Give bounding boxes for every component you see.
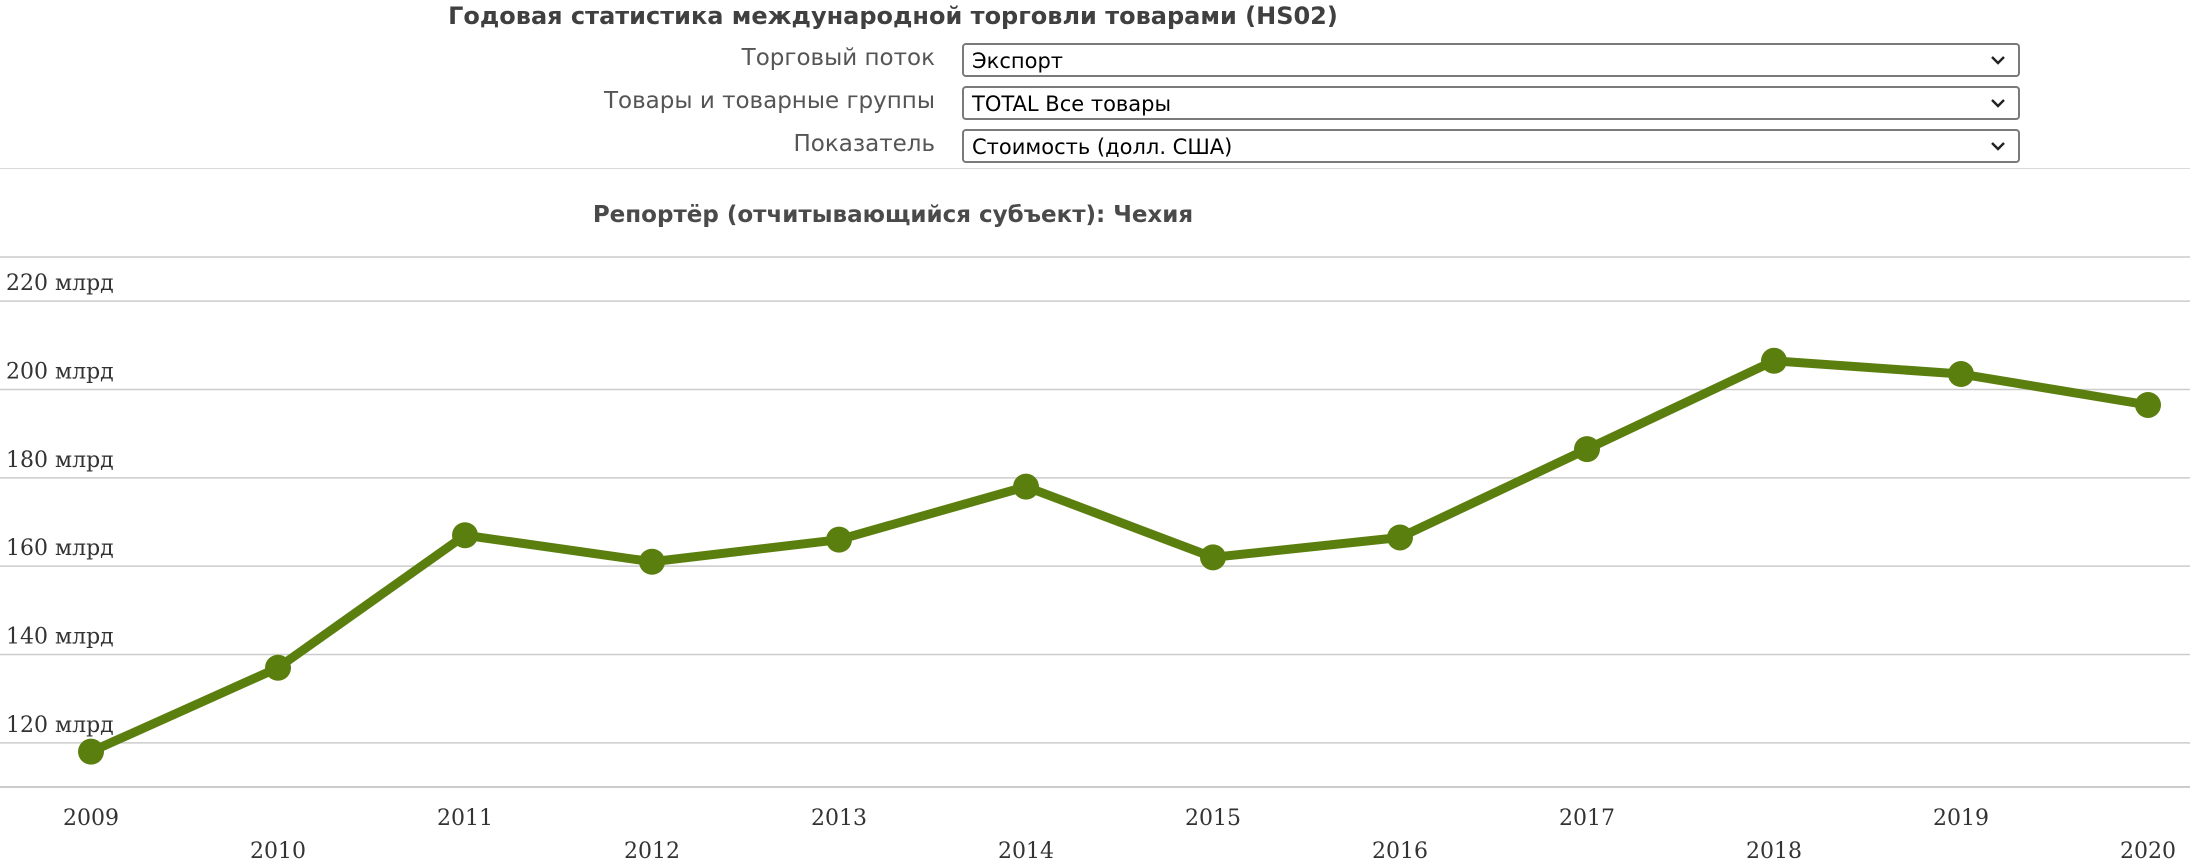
y-tick-label: 220 млрд	[6, 271, 114, 296]
data-point	[826, 526, 852, 553]
x-tick-label: 2017	[1559, 806, 1615, 831]
x-tick-label: 2012	[624, 839, 680, 864]
y-tick-label: 140 млрд	[6, 625, 114, 650]
commodity-label: Товары и товарные группы	[603, 88, 935, 114]
data-point	[265, 654, 291, 681]
data-point	[1013, 473, 1039, 500]
data-point	[78, 738, 104, 765]
x-tick-label: 2010	[250, 839, 306, 864]
indicator-select[interactable]: Стоимость (долл. США)	[962, 129, 2020, 163]
x-tick-label: 2014	[998, 839, 1054, 864]
x-tick-label: 2018	[1746, 839, 1802, 864]
x-tick-label: 2011	[437, 806, 493, 831]
chevron-down-icon	[1991, 142, 2005, 151]
y-tick-label: 160 млрд	[6, 536, 114, 561]
trade-flow-select[interactable]: Экспорт	[962, 43, 2020, 77]
y-tick-label: 200 млрд	[6, 360, 114, 385]
x-tick-label: 2020	[2120, 839, 2176, 864]
filter-trade-flow: Торговый поток Экспорт	[0, 43, 2190, 79]
indicator-label: Показатель	[793, 131, 935, 157]
data-point	[1387, 524, 1413, 551]
x-tick-label: 2016	[1372, 839, 1428, 864]
commodity-value: TOTAL Все товары	[972, 92, 1172, 116]
filter-indicator: Показатель Стоимость (долл. США)	[0, 129, 2190, 165]
data-point	[1761, 347, 1787, 374]
data-point	[1948, 361, 1974, 388]
x-tick-label: 2019	[1933, 806, 1989, 831]
y-tick-label: 180 млрд	[6, 448, 114, 473]
commodity-select[interactable]: TOTAL Все товары	[962, 86, 2020, 120]
page-title: Годовая статистика международной торговл…	[448, 2, 1338, 30]
x-tick-label: 2015	[1185, 806, 1241, 831]
indicator-value: Стоимость (долл. США)	[972, 135, 1233, 159]
filter-commodity: Товары и товарные группы TOTAL Все товар…	[0, 86, 2190, 122]
trade-flow-label: Торговый поток	[741, 45, 935, 71]
header-divider	[0, 168, 2190, 169]
data-point	[452, 522, 478, 549]
y-tick-label: 120 млрд	[6, 713, 114, 738]
data-point	[1574, 436, 1600, 463]
data-point	[639, 548, 665, 575]
x-tick-label: 2013	[811, 806, 867, 831]
data-point	[1200, 544, 1226, 571]
trade-flow-value: Экспорт	[972, 49, 1064, 73]
chevron-down-icon	[1991, 56, 2005, 65]
series-line	[86, 356, 2153, 757]
chevron-down-icon	[1991, 99, 2005, 108]
x-tick-label: 2009	[63, 806, 119, 831]
chart-title: Репортёр (отчитывающийся субъект): Чехия	[592, 202, 1194, 228]
data-point	[2135, 391, 2161, 418]
